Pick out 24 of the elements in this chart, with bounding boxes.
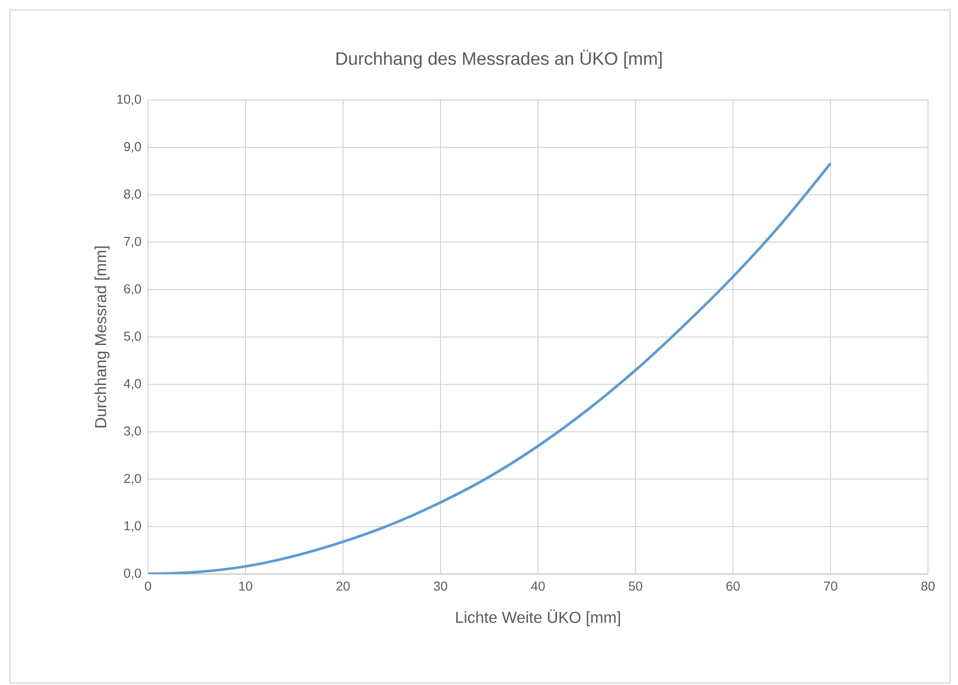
x-tick-label: 40 [531, 582, 545, 591]
chart-title: Durchhang des Messrades an ÜKO [mm] [336, 50, 662, 68]
x-tick-label: 70 [824, 582, 838, 591]
y-tick-label: 4,0 [124, 379, 141, 390]
x-tick-label: 60 [726, 582, 740, 591]
y-tick-label: 9,0 [124, 142, 141, 153]
y-tick-label: 1,0 [124, 521, 141, 532]
y-axis-title: Durchhang Messrad [mm] [94, 246, 110, 428]
y-tick-label: 0,0 [124, 568, 141, 580]
x-tick-label: 30 [434, 582, 448, 591]
y-tick-label: 3,0 [124, 426, 141, 438]
y-tick-label: 2,0 [124, 474, 141, 485]
x-axis-title: Lichte Weite ÜKO [mm] [456, 610, 620, 626]
y-tick-label: 5,0 [124, 332, 141, 342]
y-tick-label: 6,0 [124, 284, 141, 295]
x-tick-label: 80 [921, 582, 935, 591]
x-tick-label: 50 [628, 582, 642, 591]
x-tick-label: 0 [144, 582, 152, 591]
y-tick-label: 8,0 [124, 189, 141, 200]
line-series [148, 162, 832, 574]
y-tick-label: 7,0 [124, 236, 141, 248]
x-tick-label: 10 [239, 582, 252, 591]
x-tick-label: 20 [336, 582, 350, 591]
y-tick-label: 10,0 [117, 94, 141, 106]
